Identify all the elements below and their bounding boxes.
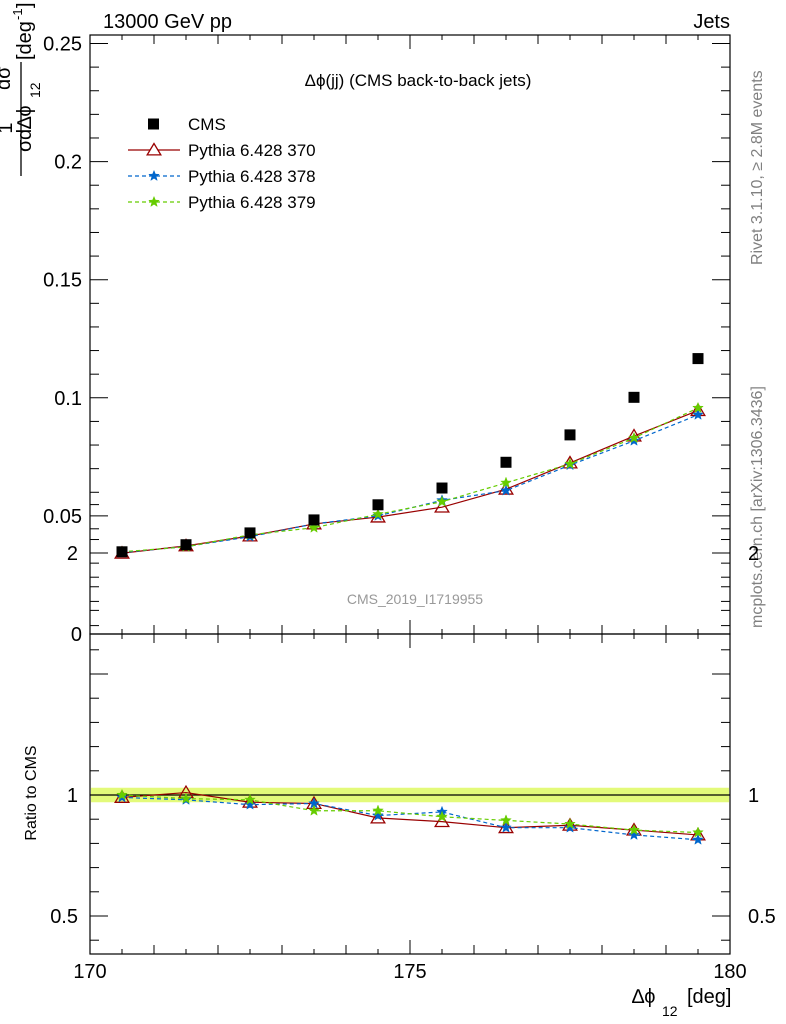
main-series-3-line (121, 407, 699, 553)
data-point (244, 527, 256, 539)
legend-marker (148, 169, 160, 181)
svg-text:[deg]: [deg] (687, 986, 731, 1008)
ratio-series-1-point (434, 813, 450, 828)
y-tick-label: 0.2 (54, 152, 82, 174)
y-tick-label: 0.05 (43, 506, 82, 528)
main-series-3-point (308, 521, 320, 533)
main-series-3-point (436, 495, 448, 507)
ratio-y-tick-label-right: 2 (748, 543, 759, 565)
legend-label: Pythia 6.428 379 (188, 193, 316, 212)
ratio-series-3-point (692, 826, 704, 838)
y-tick-label: 0.1 (54, 388, 82, 410)
svg-text:1: 1 (0, 122, 17, 133)
ratio-y-tick-label-right: 1 (748, 785, 759, 807)
main-series-3-point (564, 457, 576, 469)
ratio-series-2-point (372, 809, 384, 821)
data-point (628, 391, 640, 403)
svg-text:12: 12 (27, 82, 43, 98)
legend-marker-cms (148, 118, 159, 130)
main-series-3-point (500, 476, 512, 488)
data-point (372, 499, 384, 511)
mcplots-text: mcplots.cern.ch [arXiv:1306.3436] (749, 386, 766, 628)
header-left: 13000 GeV pp (103, 11, 232, 33)
ratio-series-2-point (692, 833, 704, 845)
ratio-y-tick-label-right: 0.5 (748, 906, 776, 928)
ratio-series-3-point (244, 793, 256, 805)
ratio-y-tick-label: 0.5 (50, 906, 78, 928)
ratio-series-2-point (244, 798, 256, 810)
data-point (116, 546, 128, 558)
legend-label: CMS (188, 115, 226, 134)
data-point (308, 514, 320, 526)
header-right: Jets (693, 11, 730, 33)
ratio-y-axis-title: Ratio to CMS (23, 745, 40, 840)
main-series-2-line (121, 414, 699, 554)
ratio-series-2-point (628, 828, 640, 840)
ratio-series-3-point (180, 792, 192, 804)
svg-text:d∆ϕ: d∆ϕ (14, 105, 36, 140)
ratio-series-3-point (372, 804, 384, 816)
main-y-axis-title: 1 σ d∆ϕ 12 dσ [deg -1 ] (0, 2, 43, 176)
ratio-series-3-point (500, 814, 512, 826)
watermark-text: CMS_2019_I1719955 (347, 591, 483, 607)
ratio-series-3-point (436, 810, 448, 822)
ratio-y-tick-label: 2 (67, 543, 78, 565)
ratio-series-2-point (500, 821, 512, 833)
y-tick-label: 0 (71, 624, 82, 646)
x-tick-label: 175 (393, 961, 426, 983)
main-panel: 0 0.05 0.1 0.15 0.2 0.25 CMS_2019_I1719955 Δϕ(j… (43, 34, 731, 646)
legend-label: Pythia 6.428 378 (188, 167, 316, 186)
main-series-2-point (500, 484, 512, 496)
main-series-2-point (692, 408, 704, 420)
x-tick-label: 180 (713, 961, 746, 983)
ratio-series-3-point (628, 823, 640, 836)
ratio-series-3-point (308, 804, 320, 816)
data-point (500, 456, 512, 468)
x-tick-label: 170 (73, 961, 106, 983)
main-series-3-point (692, 401, 704, 413)
ratio-panel: 170 175 180 0.5 0.5 1 1 2 2 (50, 504, 776, 983)
rivet-version-text: Rivet 3.1.10, ≥ 2.8M events (749, 70, 766, 265)
ratio-series-1-line (121, 791, 699, 836)
ratio-series-2-point (564, 821, 576, 833)
svg-text:dσ: dσ (0, 66, 15, 90)
svg-text:]: ] (14, 2, 36, 8)
svg-text:-1: -1 (10, 8, 25, 20)
legend-marker (148, 195, 160, 207)
main-series-3-point (628, 431, 640, 443)
ratio-series-3-line (121, 794, 699, 834)
svg-text:∆ϕ: ∆ϕ (632, 986, 655, 1008)
main-series-1-point (498, 481, 514, 495)
x-axis-title: ∆ϕ 12 [deg] (632, 986, 731, 1019)
data-point (564, 429, 576, 441)
data-point (180, 539, 192, 551)
ratio-series-1-point (370, 810, 386, 824)
svg-text:[deg: [deg (14, 21, 36, 60)
svg-text:σ: σ (14, 139, 36, 152)
ratio-series-3-point (564, 817, 576, 830)
y-tick-label: 0.25 (43, 34, 82, 56)
main-series-1-line (121, 409, 699, 554)
svg-text:12: 12 (662, 1003, 678, 1019)
y-tick-label: 0.15 (43, 270, 82, 292)
legend-label: Pythia 6.428 370 (188, 141, 316, 160)
legend-marker (146, 142, 162, 156)
main-series-3-point (372, 507, 384, 520)
data-point (692, 353, 704, 365)
chart-title: Δϕ(jj) (CMS back-to-back jets) (305, 71, 532, 90)
ratio-series-3-point (116, 788, 128, 800)
ratio-y-tick-label: 1 (67, 785, 78, 807)
data-point (436, 482, 448, 494)
ratio-series-2-line (121, 796, 699, 841)
